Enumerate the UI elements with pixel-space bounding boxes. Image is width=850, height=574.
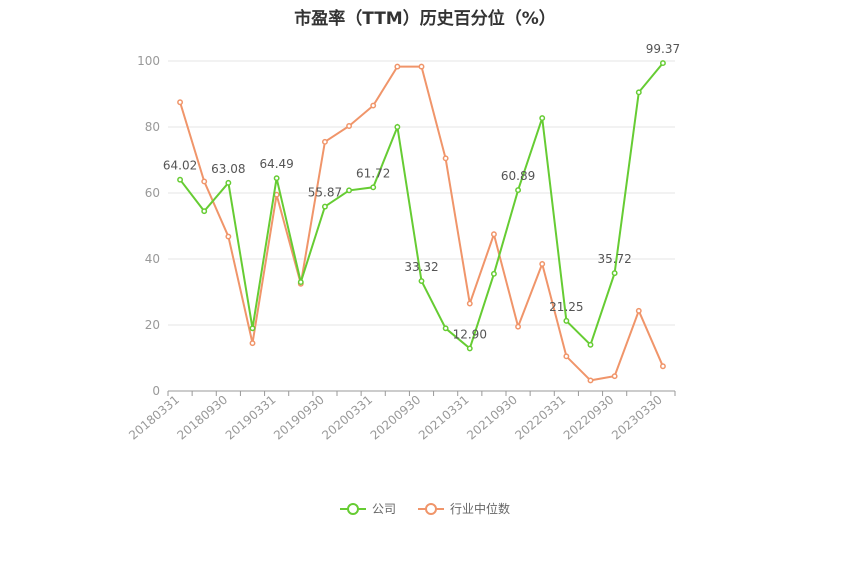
data-point <box>201 178 208 185</box>
data-point <box>635 89 642 96</box>
x-tick-label: 20190331 <box>223 393 279 443</box>
data-point <box>370 102 377 109</box>
data-point <box>321 203 328 210</box>
y-tick-label: 20 <box>145 318 160 332</box>
x-tick-label: 20190930 <box>271 393 327 443</box>
data-point <box>442 325 449 332</box>
grid-lines <box>168 60 675 326</box>
legend-swatch-icon <box>418 502 444 516</box>
x-tick-label: 20200930 <box>368 393 424 443</box>
y-tick-label: 60 <box>145 186 160 200</box>
data-point <box>297 279 304 286</box>
data-label: 21.25 <box>549 300 583 314</box>
data-point <box>466 345 473 352</box>
data-point <box>587 341 594 348</box>
legend-swatch-icon <box>339 502 366 516</box>
data-label: 63.08 <box>211 162 245 176</box>
x-tick-label: 20220930 <box>561 393 617 443</box>
data-point <box>611 373 618 380</box>
data-point <box>177 176 184 183</box>
data-label: 61.72 <box>356 166 390 180</box>
axes: 0 20 40 60 80 100 2018033120180930201903312019… <box>126 54 676 443</box>
data-point <box>442 155 449 162</box>
data-point <box>394 124 401 130</box>
legend-item[interactable]: 行业中位数 <box>418 500 510 517</box>
data-point <box>563 317 570 324</box>
legend: 公司 行业中位数 <box>0 500 850 517</box>
data-point <box>321 138 328 145</box>
y-tick-label: 100 <box>137 54 160 68</box>
legend-item[interactable]: 公司 <box>339 500 396 517</box>
series-line <box>179 62 664 351</box>
data-label: 64.49 <box>259 157 293 171</box>
data-point <box>177 99 184 106</box>
y-tick-label: 40 <box>145 252 160 266</box>
legend-label: 公司 <box>371 502 396 516</box>
data-label: 12.90 <box>453 327 487 341</box>
data-point <box>490 270 497 277</box>
data-point <box>659 363 666 370</box>
data-point <box>249 340 256 347</box>
y-tick-label: 0 <box>152 384 160 398</box>
data-point <box>490 231 497 238</box>
data-point <box>611 270 618 277</box>
y-tick-label: 80 <box>145 120 160 134</box>
data-point <box>201 208 208 215</box>
data-label: 60.89 <box>501 169 535 183</box>
x-tick-label: 20230330 <box>609 393 665 443</box>
data-label: 99.37 <box>646 42 680 56</box>
series-lines <box>177 60 666 384</box>
data-label: 64.02 <box>163 159 197 173</box>
data-point <box>418 63 425 70</box>
data-point <box>346 123 353 129</box>
data-point <box>225 233 232 240</box>
data-point <box>249 325 256 332</box>
data-point <box>563 353 570 360</box>
data-label: 55.87 <box>308 186 342 200</box>
x-tick-label: 20180331 <box>126 393 182 443</box>
data-point <box>225 179 232 186</box>
x-tick-label: 20210331 <box>416 393 472 443</box>
data-label: 35.72 <box>597 252 631 266</box>
x-tick-label: 20180930 <box>174 393 230 443</box>
data-point <box>370 184 377 191</box>
data-point <box>346 187 353 194</box>
data-point <box>394 63 401 70</box>
data-point <box>466 300 473 307</box>
data-labels: 64.02 63.08 64.49 55.87 61.72 33.32 12.90 60.89… <box>163 42 680 341</box>
x-tick-label: 20210930 <box>464 393 520 443</box>
x-tick-label: 20200331 <box>319 393 375 443</box>
data-point <box>587 377 594 384</box>
chart-title: 市盈率（TTM）历史百分位（%） <box>294 9 556 29</box>
data-point <box>273 175 280 182</box>
data-point <box>539 261 546 267</box>
x-tick-label: 20220331 <box>512 393 568 443</box>
series-line <box>179 65 664 382</box>
data-label: 33.32 <box>404 260 438 274</box>
data-point <box>539 115 546 122</box>
data-point <box>659 60 666 67</box>
data-point <box>635 307 642 314</box>
data-point <box>515 323 522 330</box>
data-point <box>418 278 425 284</box>
data-point <box>515 187 522 194</box>
legend-label: 行业中位数 <box>450 502 511 516</box>
